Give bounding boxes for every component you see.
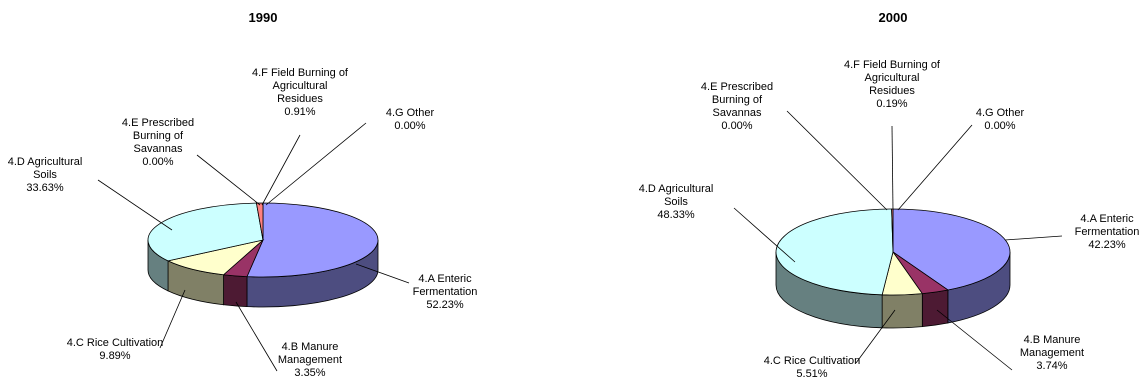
slice-value: 0.00% — [984, 120, 1015, 132]
slice-value: 52.23% — [426, 299, 464, 311]
slice-name: 4.F Field Burning of — [844, 59, 941, 71]
slice-name: 4.F Field Burning of — [252, 67, 349, 79]
slice-label-4: 4.D Agricultural Soils 48.33% — [639, 183, 714, 221]
slice-name: Burning of — [133, 130, 184, 142]
pie-slice-1 — [892, 208, 1011, 291]
leader-line-2 — [235, 301, 278, 372]
slice-label-6: 4.F Field Burning of Agricultural Residues… — [252, 67, 349, 118]
leader-line-1 — [1004, 235, 1063, 241]
slice-name: Residues — [869, 85, 915, 97]
slice-name: Fermentation — [413, 286, 478, 298]
slice-label-3: 4.C Rice Cultivation 9.89% — [67, 337, 164, 362]
slice-name: Agricultural — [864, 72, 919, 84]
slice-name: 4.B Manure — [1024, 334, 1081, 346]
leader-line-7 — [265, 122, 367, 206]
slice-name: 4.D Agricultural — [8, 156, 83, 168]
slice-label-2: 4.B Manure Management 3.74% — [1020, 334, 1084, 372]
pie-slice-1 — [246, 202, 379, 278]
slice-value: 42.23% — [1088, 239, 1126, 251]
leader-line-2 — [936, 309, 1013, 371]
slice-label-5: 4.E Prescribed Burning of Savannas 0.00% — [701, 81, 773, 132]
slice-label-4: 4.D Agricultural Soils 33.63% — [8, 156, 83, 194]
slice-name: 4.G Other — [976, 107, 1025, 119]
slice-name: 4.A Enteric — [418, 273, 472, 285]
slice-value: 3.74% — [1036, 360, 1067, 372]
slice-value: 0.00% — [721, 120, 752, 132]
pie-side-walls — [775, 251, 1011, 329]
pie-slice-4 — [775, 208, 894, 296]
slice-value: 33.63% — [26, 182, 64, 194]
slice-name: Savannas — [713, 107, 762, 119]
leader-line-6 — [891, 125, 894, 211]
slice-value: 48.33% — [657, 209, 695, 221]
slice-name: Agricultural — [272, 80, 327, 92]
slice-name: 4.C Rice Cultivation — [67, 337, 164, 349]
slice-label-5: 4.E Prescribed Burning of Savannas 0.00% — [122, 117, 194, 168]
chart-title: 1990 — [249, 10, 278, 25]
slice-name: Management — [278, 354, 342, 366]
leader-line-3 — [855, 309, 896, 364]
slice-label-3: 4.C Rice Cultivation 5.51% — [764, 355, 861, 380]
leader-line-7 — [897, 124, 973, 211]
slice-value: 9.89% — [99, 350, 130, 362]
pie-side-2 — [223, 274, 248, 308]
leader-line-3 — [159, 289, 186, 349]
pie-side-3 — [881, 293, 923, 329]
slice-name: Fermentation — [1075, 226, 1140, 238]
leader-line-4 — [97, 179, 173, 231]
slice-value: 0.00% — [142, 156, 173, 168]
pie-side-2 — [921, 289, 949, 328]
pie-slices — [775, 208, 1011, 296]
slice-label-6: 4.F Field Burning of Agricultural Residues… — [844, 59, 941, 110]
slice-name: 4.D Agricultural — [639, 183, 714, 195]
leader-line-4 — [733, 207, 796, 263]
slice-value: 5.51% — [796, 368, 827, 380]
slice-name: 4.B Manure — [282, 341, 339, 353]
slice-name: 4.G Other — [386, 107, 435, 119]
leader-line-5 — [786, 110, 888, 211]
slice-value: 0.19% — [876, 98, 907, 110]
pie-slices — [147, 202, 379, 278]
slice-name: 4.A Enteric — [1080, 213, 1134, 225]
pie-labels: 4.A Enteric Fermentation 42.23% 4.B Manure M… — [639, 59, 1140, 380]
slice-value: 0.00% — [394, 120, 425, 132]
slice-name: 4.E Prescribed — [122, 117, 194, 129]
leader-line-5 — [196, 154, 261, 206]
pie-labels: 4.A Enteric Fermentation 52.23% 4.B Manure M… — [8, 67, 478, 379]
slice-label-2: 4.B Manure Management 3.35% — [278, 341, 342, 379]
slice-label-1: 4.A Enteric Fermentation 52.23% — [413, 273, 478, 311]
slice-name: Soils — [664, 196, 688, 208]
slice-value: 3.35% — [294, 367, 325, 379]
pie-chart-2000: 2000 4.A Enteric Fermentation 42.23% 4.B Man… — [639, 10, 1140, 380]
pie-slice-4 — [147, 202, 264, 262]
slice-name: Savannas — [134, 143, 183, 155]
leader-line-6 — [261, 134, 301, 206]
slice-label-7: 4.G Other 0.00% — [386, 107, 435, 132]
slice-name: Soils — [33, 169, 57, 181]
slice-name: Burning of — [712, 94, 763, 106]
slice-name: 4.E Prescribed — [701, 81, 773, 93]
leader-line-1 — [355, 263, 410, 284]
slice-value: 0.91% — [284, 106, 315, 118]
slice-name: Management — [1020, 347, 1084, 359]
chart-title: 2000 — [879, 10, 908, 25]
slice-label-1: 4.A Enteric Fermentation 42.23% — [1075, 213, 1140, 251]
slice-name: 4.C Rice Cultivation — [764, 355, 861, 367]
pie-chart-1990: 1990 4.A Enteric Fermentation 52.23% 4.B Man… — [8, 10, 478, 379]
slice-name: Residues — [277, 93, 323, 105]
slice-label-7: 4.G Other 0.00% — [976, 107, 1025, 132]
